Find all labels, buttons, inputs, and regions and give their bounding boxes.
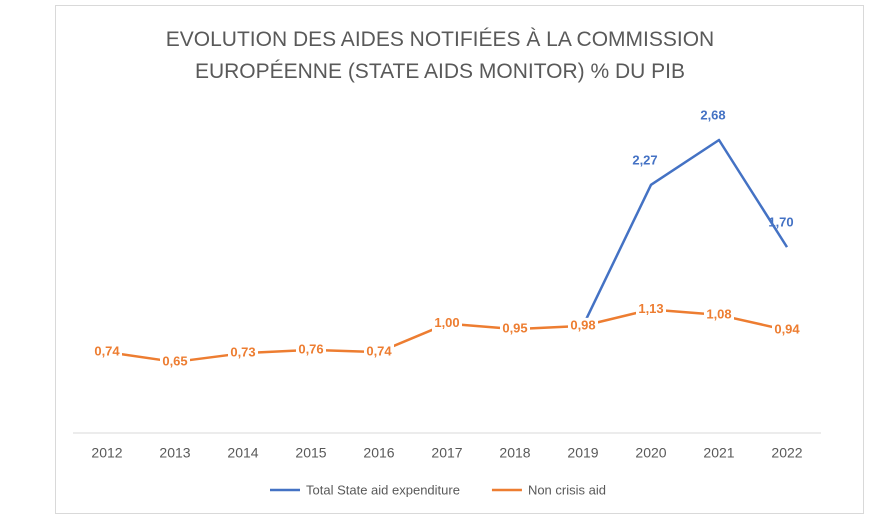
- data-label-bg: [772, 322, 802, 339]
- x-tick-label: 2015: [295, 445, 326, 461]
- data-label-bg: [432, 315, 462, 332]
- data-label-bg: [500, 321, 530, 338]
- data-label: 0,74: [94, 344, 120, 359]
- data-label: 1,70: [768, 215, 793, 230]
- data-label: 2,27: [632, 152, 657, 167]
- x-tick-label: 2018: [499, 445, 530, 461]
- data-label: 0,74: [366, 344, 392, 359]
- legend-label: Non crisis aid: [528, 482, 606, 497]
- data-label: 0,73: [230, 345, 255, 360]
- data-label-bg: [636, 301, 666, 318]
- x-tick-label: 2017: [431, 445, 462, 461]
- data-label: 0,94: [774, 322, 800, 337]
- x-tick-label: 2021: [703, 445, 734, 461]
- data-label-bg: [364, 344, 394, 361]
- series-line: [581, 138, 789, 327]
- data-label-bg: [92, 344, 122, 361]
- data-label-bg: [160, 353, 190, 370]
- data-label: 0,76: [298, 341, 323, 356]
- chart-title: EVOLUTION DES AIDES NOTIFIÉES À LA COMMI…: [165, 28, 715, 83]
- data-label: 1,00: [434, 315, 459, 330]
- x-tick-label: 2020: [635, 445, 666, 461]
- legend-label: Total State aid expenditure: [306, 482, 460, 497]
- data-label: 0,98: [570, 317, 595, 332]
- data-label-bg: [228, 345, 258, 362]
- x-tick-label: 2019: [567, 445, 598, 461]
- data-label: 1,13: [638, 301, 663, 316]
- x-tick-label: 2012: [91, 445, 122, 461]
- chart-frame: [55, 5, 864, 514]
- data-label-bg: [296, 341, 326, 358]
- x-tick-label: 2022: [771, 445, 802, 461]
- x-tick-label: 2016: [363, 445, 394, 461]
- data-label: 0,95: [502, 321, 527, 336]
- x-tick-label: 2014: [227, 445, 258, 461]
- data-label: 1,08: [706, 306, 731, 321]
- data-label: 2,68: [700, 107, 725, 122]
- data-label-bg: [704, 306, 734, 323]
- data-label: 0,65: [162, 353, 187, 368]
- data-label-bg: [568, 317, 598, 334]
- x-tick-label: 2013: [159, 445, 190, 461]
